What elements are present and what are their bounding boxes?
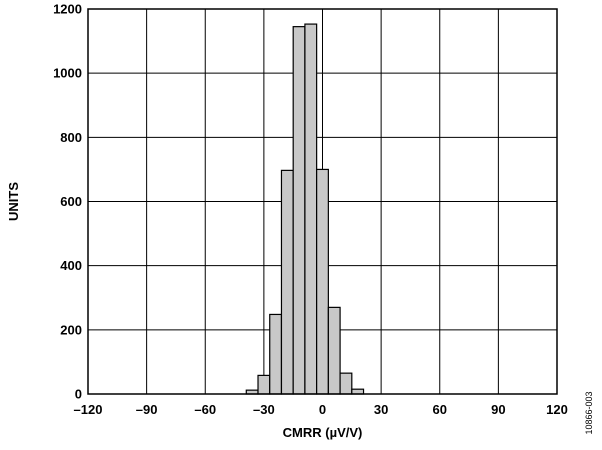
histogram-bar <box>304 23 318 395</box>
histogram-bar <box>257 374 271 395</box>
histogram-bar <box>292 26 306 395</box>
x-tick-label: 30 <box>374 402 388 417</box>
y-tick-label: 800 <box>60 130 82 145</box>
x-tick-labels: –120 –90 –60 –30 0 30 60 90 120 <box>74 402 568 417</box>
x-tick-label: 60 <box>433 402 447 417</box>
x-tick-label: 0 <box>319 402 326 417</box>
histogram-bar <box>269 313 283 395</box>
histogram-bar <box>316 168 329 395</box>
y-tick-label: 0 <box>75 387 82 402</box>
x-tick-label: –120 <box>74 402 103 417</box>
y-tick-label: 1200 <box>53 2 82 17</box>
y-tick-label: 200 <box>60 322 82 337</box>
x-tick-label: 90 <box>491 402 505 417</box>
y-tick-label: 600 <box>60 194 82 209</box>
histogram-bar <box>280 169 294 395</box>
x-tick-label: –60 <box>194 402 216 417</box>
y-tick-label: 400 <box>60 258 82 273</box>
document-id: 10866-003 <box>584 391 594 434</box>
y-axis-label: UNITS <box>6 182 21 221</box>
histogram-bar <box>339 372 353 395</box>
y-tick-labels: 0 200 400 600 800 1000 1200 <box>53 2 82 402</box>
bars <box>245 23 365 395</box>
y-tick-label: 1000 <box>53 66 82 81</box>
x-axis-label: CMRR (µV/V) <box>283 425 363 440</box>
x-tick-label: –90 <box>136 402 158 417</box>
histogram-bar <box>327 306 341 395</box>
x-tick-label: 120 <box>546 402 568 417</box>
plot-frame <box>87 8 558 395</box>
x-tick-label: –30 <box>253 402 275 417</box>
